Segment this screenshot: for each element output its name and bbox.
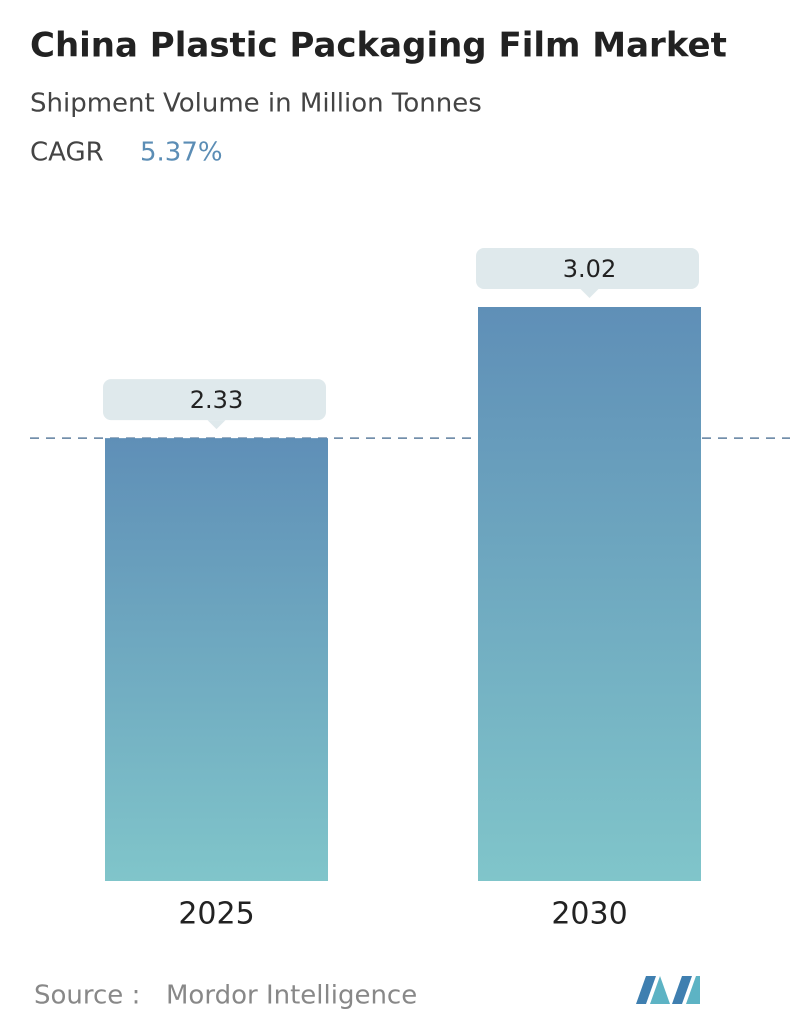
cagr-label: CAGR: [30, 138, 104, 168]
cagr-value: 5.37%: [140, 138, 223, 168]
source-name: Mordor Intelligence: [166, 981, 417, 1011]
value-label-pointer: [580, 289, 599, 298]
logo: [636, 976, 700, 1004]
value-label-box: [476, 248, 699, 289]
value-label: 2.33: [190, 386, 243, 414]
chart-subtitle: Shipment Volume in Million Tonnes: [30, 89, 482, 119]
value-label: 3.02: [563, 255, 616, 283]
value-label-pointer: [207, 420, 226, 430]
value-label-box: [103, 379, 326, 421]
x-tick-label: 2030: [551, 897, 627, 932]
x-tick-label: 2025: [178, 897, 254, 932]
source-label: Source :: [34, 981, 140, 1011]
chart-title: China Plastic Packaging Film Market: [30, 26, 727, 66]
bar: [478, 307, 701, 881]
bar: [105, 438, 328, 881]
